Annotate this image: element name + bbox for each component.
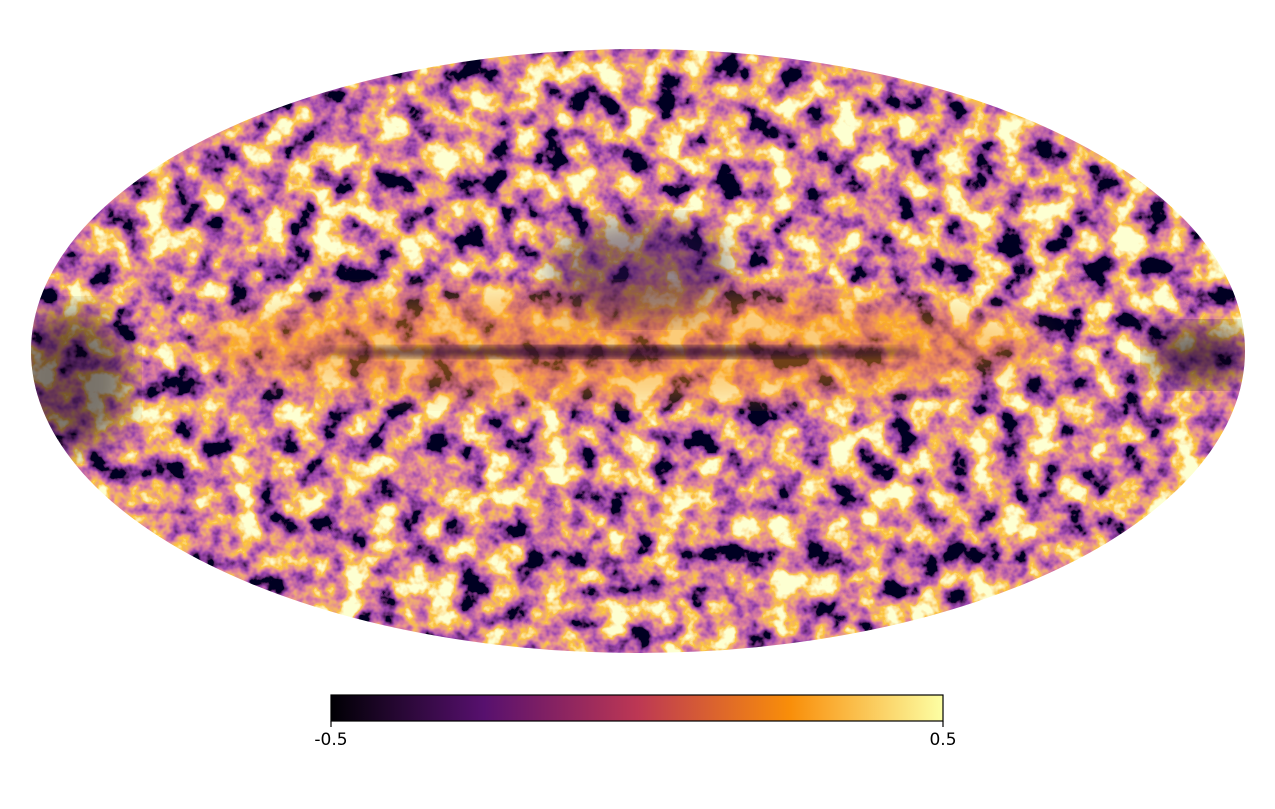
colorbar [330,694,944,722]
dark-region [31,310,130,450]
dark-region [1150,325,1245,385]
galactic-band [200,290,1040,400]
dust-lane [320,346,920,358]
colorbar-ticks: -0.5 0.5 [314,721,957,750]
sky-map [31,49,1245,653]
tick-label: 0.5 [929,730,956,750]
dark-region [550,220,730,320]
tick-label: -0.5 [314,730,347,750]
